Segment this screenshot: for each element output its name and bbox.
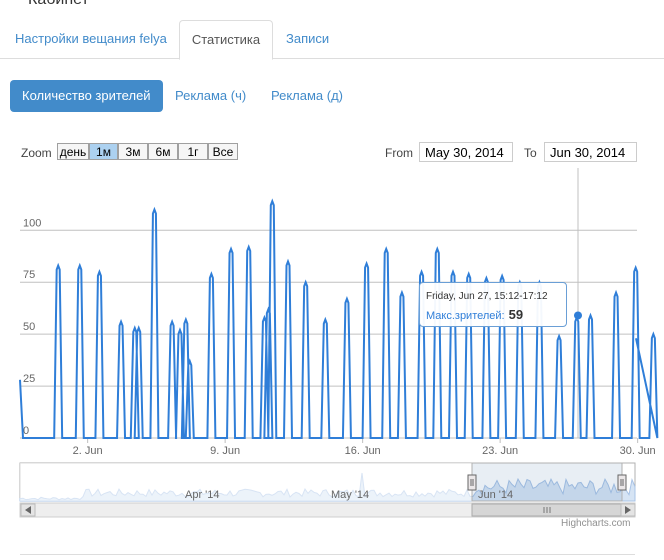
x-tick-label: 2. Jun — [73, 445, 103, 457]
navigator-left-handle[interactable] — [467, 474, 477, 491]
page-title: Кабинет — [28, 0, 89, 9]
x-tick-label: 16. Jun — [345, 445, 381, 457]
divider — [20, 554, 635, 555]
chart-tooltip: Friday, Jun 27, 15:12-17:12 Макс.зрителе… — [419, 282, 567, 327]
tooltip-date: Friday, Jun 27, 15:12-17:12 — [426, 291, 548, 302]
to-label: To — [524, 146, 537, 160]
subtab-viewers[interactable]: Количество зрителей — [10, 80, 163, 112]
y-tick-label: 50 — [23, 321, 35, 333]
subtab-ads-daily[interactable]: Реклама (д) — [271, 88, 344, 103]
to-date-input[interactable]: Jun 30, 2014 — [544, 142, 637, 162]
navigator-selected-range[interactable] — [471, 462, 623, 502]
tab-broadcast-settings[interactable]: Настройки вещания felya — [15, 31, 167, 46]
x-axis-labels: 2. Jun 9. Jun 16. Jun 23. Jun 30. Jun — [73, 438, 656, 457]
from-label: From — [385, 146, 413, 160]
y-tick-label: 0 — [23, 425, 29, 437]
zoom-6m-button[interactable]: 6м — [148, 143, 178, 160]
zoom-all-button[interactable]: Все — [208, 143, 238, 160]
tab-recordings[interactable]: Записи — [286, 31, 330, 46]
tooltip-series-label: Макс.зрителей: — [426, 310, 505, 322]
zoom-3m-button[interactable]: 3м — [118, 143, 148, 160]
y-tick-label: 100 — [23, 217, 41, 229]
navigator-label-may: May '14 — [331, 489, 369, 501]
navigator-label-jun: Jun '14 — [478, 489, 513, 501]
navigator-right-handle[interactable] — [617, 474, 627, 491]
x-tick-label: 23. Jun — [482, 445, 518, 457]
arrow-left-icon — [25, 506, 31, 514]
zoom-1y-button[interactable]: 1г — [178, 143, 208, 160]
highcharts-credits[interactable]: Highcharts.com — [561, 518, 631, 529]
y-tick-label: 75 — [23, 269, 35, 281]
zoom-day-button[interactable]: день — [57, 143, 89, 160]
main-tabs: Настройки вещания felya Статистика Запис… — [0, 20, 664, 60]
tooltip-value: 59 — [508, 307, 524, 322]
tooltip-series: Макс.зрителей: 59 — [426, 307, 523, 322]
from-date-input[interactable]: May 30, 2014 — [419, 142, 513, 162]
zoom-1m-button[interactable]: 1м — [89, 143, 118, 160]
y-tick-label: 25 — [23, 373, 35, 385]
subtab-ads-hourly[interactable]: Реклама (ч) — [175, 88, 247, 103]
x-tick-label: 9. Jun — [210, 445, 240, 457]
x-tick-label: 30. Jun — [620, 445, 656, 457]
hover-point — [574, 311, 582, 320]
navigator-mask — [20, 463, 472, 501]
navigator-label-apr: Apr '14 — [185, 489, 220, 501]
arrow-right-icon — [625, 506, 631, 514]
tab-statistics[interactable]: Статистика — [179, 20, 273, 60]
zoom-label: Zoom — [21, 146, 52, 160]
y-axis-labels: 0 25 50 75 100 — [23, 217, 41, 437]
